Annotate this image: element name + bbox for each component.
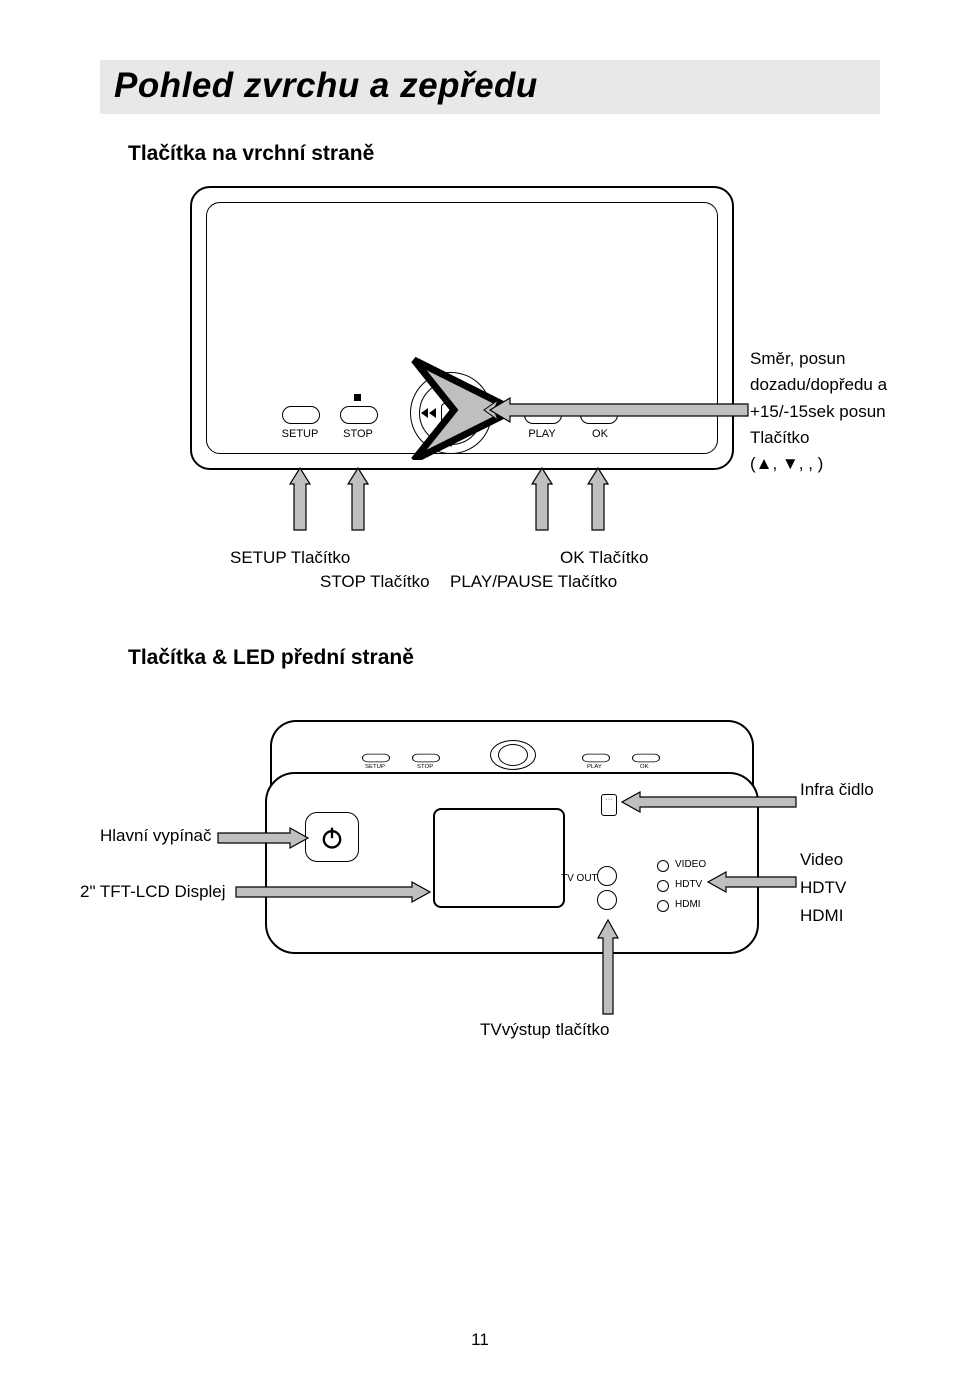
setup-button[interactable]: [282, 406, 320, 424]
callout-video: Video: [800, 850, 843, 870]
mini-ok-lbl: OK: [640, 764, 649, 769]
page-title: Pohled zvrchu a zepředu: [114, 66, 538, 105]
dpad-desc-line3: +15/-15sek posun: [750, 399, 920, 425]
ok-button-label: OK: [570, 428, 630, 440]
device-top-outline: SETUP STOP PLAY OK: [190, 186, 734, 470]
dpad-left2-icon: [429, 408, 436, 418]
callout-play: PLAY/PAUSE Tlačítko: [450, 572, 617, 592]
callout-power: Hlavní vypínač: [100, 826, 212, 846]
ir-sensor: ···: [601, 794, 617, 816]
mini-play-lbl: PLAY: [587, 764, 602, 769]
mini-setup-lbl: SETUP: [365, 764, 385, 769]
dpad-left-icon: [421, 408, 428, 418]
tvout-button-2[interactable]: [597, 890, 617, 910]
dpad-up-icon: [446, 379, 456, 386]
callout-ok: OK Tlačítko: [560, 548, 649, 568]
callout-ir: Infra čidlo: [800, 780, 874, 800]
dpad-desc-line4: Tlačítko: [750, 425, 920, 451]
led-video-label: VIDEO: [675, 859, 706, 870]
dpad-description: Směr, posun dozadu/dopředu a +15/-15sek …: [750, 346, 920, 478]
front-view-figure: SETUP STOP PLAY OK: [100, 720, 900, 1040]
power-button[interactable]: [305, 812, 359, 862]
callout-tvout: TVvýstup tlačítko: [480, 1020, 609, 1040]
dpad-center[interactable]: [441, 403, 463, 425]
arrow-display: [236, 882, 432, 907]
mini-stop: [412, 754, 440, 762]
dpad-down-icon: [446, 440, 456, 447]
dpad-right2-icon: [475, 408, 482, 418]
mini-dpad-inner: [498, 744, 528, 766]
callout-setup: SETUP Tlačítko: [230, 548, 350, 568]
dpad-desc-line5: (▲, ▼, , ): [750, 451, 920, 477]
arrow-leds: [708, 872, 798, 897]
mini-stop-lbl: STOP: [417, 764, 433, 769]
led-hdtv: [657, 880, 669, 892]
arrow-power: [218, 828, 310, 853]
mini-setup: [362, 754, 390, 762]
power-icon: [318, 823, 346, 851]
stop-button-label: STOP: [328, 428, 388, 440]
led-hdmi-label: HDMI: [675, 899, 701, 910]
tvout-button[interactable]: [597, 866, 617, 886]
callout-hdtv: HDTV: [800, 878, 846, 898]
dpad-desc-line1: Směr, posun: [750, 346, 920, 372]
ir-icon: ···: [602, 795, 616, 804]
led-video: [657, 860, 669, 872]
tvout-label: TV OUT: [561, 873, 598, 884]
led-hdmi: [657, 900, 669, 912]
arrow-tvout: [598, 920, 618, 1021]
stop-icon: [354, 394, 361, 401]
dpad-desc-line2: dozadu/dopředu a: [750, 372, 920, 398]
page-number: 11: [0, 1330, 960, 1350]
stop-button[interactable]: [340, 406, 378, 424]
callout-stop: STOP Tlačítko: [320, 572, 430, 592]
top-callout-labels: SETUP Tlačítko STOP Tlačítko OK Tlačítko…: [190, 506, 910, 606]
callout-display: 2" TFT-LCD Displej: [80, 882, 226, 902]
manual-page: Pohled zvrchu a zepředu Tlačítka na vrch…: [0, 0, 960, 1390]
arrow-dpad-overlay: [490, 398, 750, 427]
section-heading-top: Tlačítka na vrchní straně: [128, 142, 880, 166]
led-hdtv-label: HDTV: [675, 879, 702, 890]
dpad[interactable]: [410, 372, 492, 454]
section-heading-front: Tlačítka & LED přední straně: [128, 646, 880, 670]
lcd-display: [433, 808, 565, 908]
callout-hdmi: HDMI: [800, 906, 843, 926]
top-view-figure: SETUP STOP PLAY OK: [190, 186, 810, 496]
play-button-label: PLAY: [512, 428, 572, 440]
mini-play: [582, 754, 610, 762]
dpad-right-icon: [467, 408, 474, 418]
device-front-outline: SETUP STOP PLAY OK: [270, 720, 750, 950]
setup-button-label: SETUP: [270, 428, 330, 440]
mini-ok: [632, 754, 660, 762]
arrow-ir: [622, 792, 798, 817]
title-block: Pohled zvrchu a zepředu: [100, 60, 880, 114]
